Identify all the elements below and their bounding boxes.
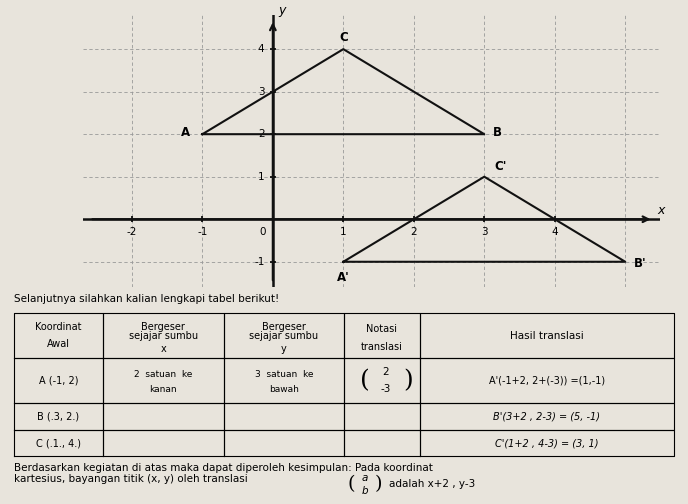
Text: kanan: kanan [149, 385, 178, 394]
Text: ): ) [375, 475, 382, 493]
Text: Bergeser: Bergeser [142, 322, 185, 332]
Text: B': B' [634, 258, 646, 270]
Text: C': C' [495, 160, 507, 173]
Text: x: x [160, 344, 166, 354]
Text: 0: 0 [259, 227, 266, 237]
Text: B (.3, 2.): B (.3, 2.) [37, 412, 80, 421]
Text: Notasi: Notasi [366, 324, 398, 334]
Text: 2: 2 [411, 227, 417, 237]
Text: -3: -3 [380, 385, 391, 395]
Text: Hasil translasi: Hasil translasi [510, 331, 584, 341]
Text: sejajar sumbu: sejajar sumbu [129, 331, 198, 341]
Text: 4: 4 [552, 227, 558, 237]
Text: -2: -2 [127, 227, 137, 237]
Text: A (-1, 2): A (-1, 2) [39, 376, 78, 386]
Text: C: C [339, 31, 347, 44]
Text: 2: 2 [382, 367, 389, 377]
Text: translasi: translasi [361, 342, 402, 352]
Text: b: b [361, 486, 368, 496]
Text: 2  satuan  ke: 2 satuan ke [134, 370, 193, 379]
Text: a: a [361, 473, 368, 482]
Text: Bergeser: Bergeser [262, 322, 305, 332]
Text: A': A' [337, 271, 350, 284]
Text: 1: 1 [340, 227, 347, 237]
Text: -1: -1 [197, 227, 208, 237]
Text: 2: 2 [258, 129, 264, 139]
Text: Selanjutnya silahkan kalian lengkapi tabel berikut!: Selanjutnya silahkan kalian lengkapi tab… [14, 294, 279, 304]
Text: A: A [180, 125, 190, 139]
Text: B'(3+2 , 2-3) = (5, -1): B'(3+2 , 2-3) = (5, -1) [493, 412, 601, 421]
Text: Berdasarkan kegiatan di atas maka dapat diperoleh kesimpulan: Pada koordinat
kar: Berdasarkan kegiatan di atas maka dapat … [14, 463, 433, 484]
Text: C (.1., 4.): C (.1., 4.) [36, 438, 81, 448]
Text: Awal: Awal [47, 340, 70, 349]
Text: (: ( [347, 475, 355, 493]
Text: x: x [657, 204, 665, 217]
Text: B: B [493, 125, 502, 139]
Text: bawah: bawah [269, 385, 299, 394]
Text: (: ( [360, 369, 369, 392]
Text: 3: 3 [481, 227, 488, 237]
Text: y: y [279, 4, 286, 17]
Text: sejajar sumbu: sejajar sumbu [249, 331, 319, 341]
Text: y: y [281, 344, 287, 354]
Text: adalah x+2 , y-3: adalah x+2 , y-3 [389, 479, 475, 489]
Text: 1: 1 [258, 172, 264, 182]
Text: 3: 3 [258, 87, 264, 97]
Text: ): ) [403, 369, 413, 392]
Text: 3  satuan  ke: 3 satuan ke [255, 370, 313, 379]
Text: A'(-1+2, 2+(-3)) =(1,-1): A'(-1+2, 2+(-3)) =(1,-1) [489, 376, 605, 386]
Text: C'(1+2 , 4-3) = (3, 1): C'(1+2 , 4-3) = (3, 1) [495, 438, 599, 448]
Text: -1: -1 [254, 257, 264, 267]
Text: Koordinat: Koordinat [35, 322, 82, 332]
Text: 4: 4 [258, 44, 264, 54]
